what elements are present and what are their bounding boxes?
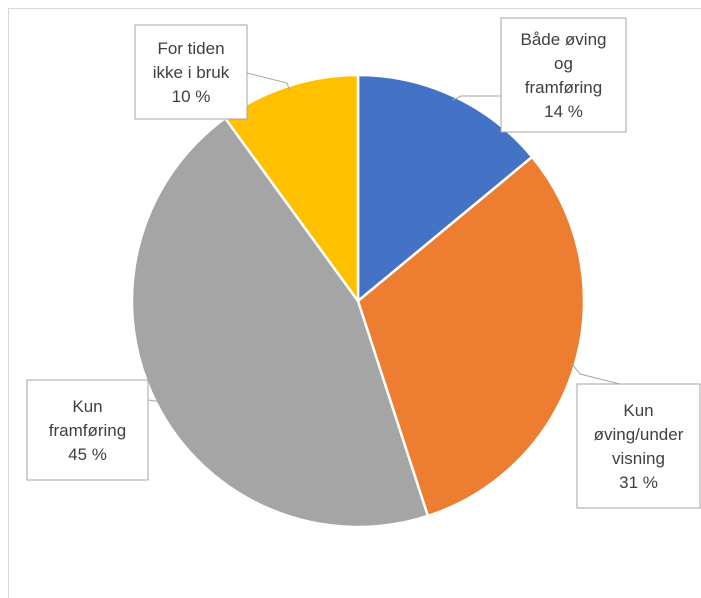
data-label-text: framføring <box>49 421 126 440</box>
leader-line-1 <box>452 95 501 101</box>
data-label-text: og <box>554 54 573 73</box>
data-label-value: 31 % <box>619 473 658 492</box>
chart-area <box>8 8 701 598</box>
pie-slice-1 <box>356 73 534 303</box>
leader-line-4 <box>246 72 290 91</box>
data-label-text: Både øving <box>521 30 607 49</box>
data-label-box <box>576 383 701 509</box>
pie-slice-3 <box>130 116 430 529</box>
data-label-text: For tiden <box>157 39 224 58</box>
data-label-2: Kun øving/under visning 31 % <box>576 383 701 509</box>
data-label-text: ikke i bruk <box>153 63 230 82</box>
data-label-box <box>134 24 248 120</box>
data-label-value: 45 % <box>68 445 107 464</box>
data-label-4: For tiden ikke i bruk 10 % <box>134 24 248 120</box>
data-label-text: visning <box>612 449 665 468</box>
data-label-text: øving/under <box>594 425 684 444</box>
data-label-value: 10 % <box>172 87 211 106</box>
leader-line-2 <box>570 362 621 385</box>
data-label-text: Kun <box>72 397 102 416</box>
pie-slices <box>130 73 586 529</box>
data-label-1: Både øving og framføring 14 % <box>500 17 627 133</box>
data-label-3: Kun framføring 45 % <box>26 379 149 481</box>
data-label-text: Kun <box>623 401 653 420</box>
data-label-value: 14 % <box>544 102 583 121</box>
data-label-box <box>500 17 627 133</box>
data-label-text: framføring <box>525 78 602 97</box>
leader-line-3 <box>147 399 161 403</box>
pie-slice-2 <box>356 155 586 518</box>
data-label-box <box>26 379 149 481</box>
